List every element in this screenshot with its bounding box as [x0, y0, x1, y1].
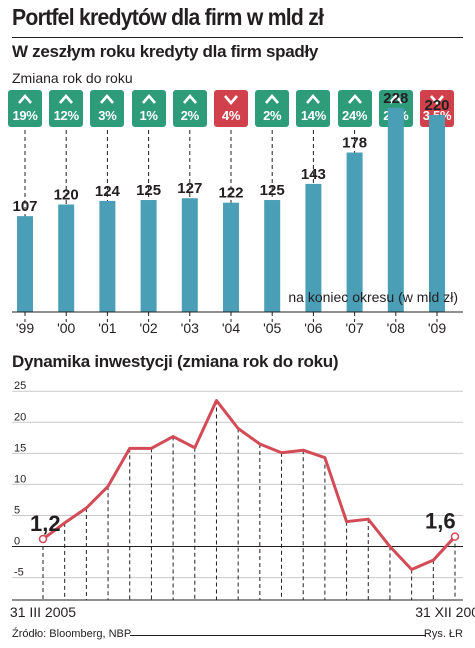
chevron-up-icon	[296, 92, 330, 106]
bar-category-label: '01	[98, 320, 116, 336]
bar-value-label: 120	[54, 187, 79, 204]
bar-value-label: 124	[95, 183, 121, 200]
bar-05	[264, 200, 281, 312]
bar-07	[346, 152, 363, 312]
chevron-up-icon	[49, 92, 83, 106]
line-chart-title: Dynamika inwestycji (zmiana rok do roku)	[12, 352, 339, 371]
yoy-badge-value: 24%	[342, 108, 368, 123]
page-subtitle: W zeszłym roku kredyty dla firm spadły	[12, 42, 319, 61]
yoy-badge-up: 1%	[131, 90, 166, 127]
chevron-down-icon	[214, 92, 248, 106]
bar-09	[429, 114, 445, 313]
yoy-badge-up: 24%	[337, 90, 372, 127]
y-tick-label: -5	[14, 567, 24, 579]
bar-value-label: 125	[260, 182, 285, 199]
bar-06	[305, 183, 322, 312]
chevron-up-icon	[379, 92, 413, 106]
chevron-up-icon	[90, 92, 124, 106]
y-tick-label: 20	[14, 411, 26, 423]
y-tick-label: 10	[14, 473, 26, 485]
bar-category-label: '09	[428, 320, 446, 336]
start-point-marker	[38, 534, 48, 544]
bar-value-label: 127	[177, 180, 202, 197]
yoy-badge-up: 2%	[255, 90, 290, 127]
page-title: Portfel kredytów dla firm w mld zł	[12, 4, 324, 30]
end-value-annotation: 1,6	[425, 509, 456, 534]
chevron-up-icon	[173, 92, 207, 106]
bar-03	[181, 198, 198, 312]
yoy-badge-down: 4%	[214, 90, 248, 127]
y-tick-label: 0	[14, 536, 20, 548]
bar-value-label: 220	[424, 97, 449, 114]
yoy-badge-value: 2%	[263, 108, 282, 123]
bar-value-label: 107	[12, 198, 37, 215]
start-value-annotation: 1,2	[30, 511, 61, 536]
yoy-badge-value: 3%	[98, 108, 117, 123]
bar-category-label: '06	[304, 320, 322, 336]
chevron-up-icon	[255, 92, 289, 106]
x-end-label: 31 XII 2009	[415, 604, 475, 620]
source-note: Źródło: Bloomberg, NBP	[12, 628, 132, 640]
bar-category-label: '00	[57, 320, 75, 336]
yoy-badge-value: 2%	[180, 108, 200, 123]
bar-value-label: 143	[301, 166, 326, 183]
investment-series-line	[42, 399, 457, 571]
title-divider	[12, 37, 463, 38]
credit-note: Rys. ŁR	[423, 628, 463, 640]
bar-value-label: 178	[342, 135, 367, 152]
bar-category-label: '08	[387, 320, 405, 336]
bar-value-label: 125	[136, 182, 161, 199]
yoy-badge-value: 12%	[53, 108, 79, 123]
x-start-label: 31 III 2005	[10, 604, 76, 620]
end-point-marker	[450, 532, 460, 541]
chevron-down-icon	[420, 92, 454, 106]
chevron-up-icon	[8, 92, 42, 106]
y-tick-label: 5	[14, 504, 20, 516]
yoy-badge-up: 14%	[296, 90, 331, 127]
yoy-badge-up: 12%	[49, 90, 84, 127]
bar-04	[223, 202, 239, 312]
yoy-change-label: Zmiana rok do roku	[12, 70, 133, 86]
bar-00	[58, 204, 75, 312]
yoy-badge-up: 19%	[8, 90, 42, 127]
y-tick-label: 25	[14, 380, 26, 392]
yoy-badge-value: 4%	[221, 108, 241, 123]
yoy-badge-value: 19%	[12, 108, 38, 123]
yoy-badge-value: 14%	[300, 108, 326, 123]
bar-category-label: '05	[263, 320, 281, 336]
bar-99	[17, 216, 33, 312]
yoy-badge-up: 2%	[172, 90, 207, 127]
bar-08	[387, 107, 404, 312]
bar-02	[140, 200, 157, 312]
chevron-up-icon	[132, 92, 166, 106]
bar-category-label: '04	[222, 320, 240, 336]
y-tick-label: 15	[14, 442, 26, 454]
bar-category-label: '03	[181, 320, 199, 336]
bar-value-label: 122	[218, 185, 243, 202]
bar-category-label: '07	[345, 320, 363, 336]
yoy-badge-up: 3%	[90, 90, 125, 127]
bar-category-label: '99	[16, 320, 34, 336]
yoy-badge-value: 1%	[139, 108, 158, 123]
bar-value-label: 228	[383, 90, 408, 107]
bar-category-label: '02	[139, 320, 157, 336]
source-divider	[130, 635, 426, 636]
chevron-up-icon	[338, 92, 372, 106]
bar-annotation: na koniec okresu (w mld zł)	[288, 289, 458, 305]
bar-01	[99, 200, 116, 312]
